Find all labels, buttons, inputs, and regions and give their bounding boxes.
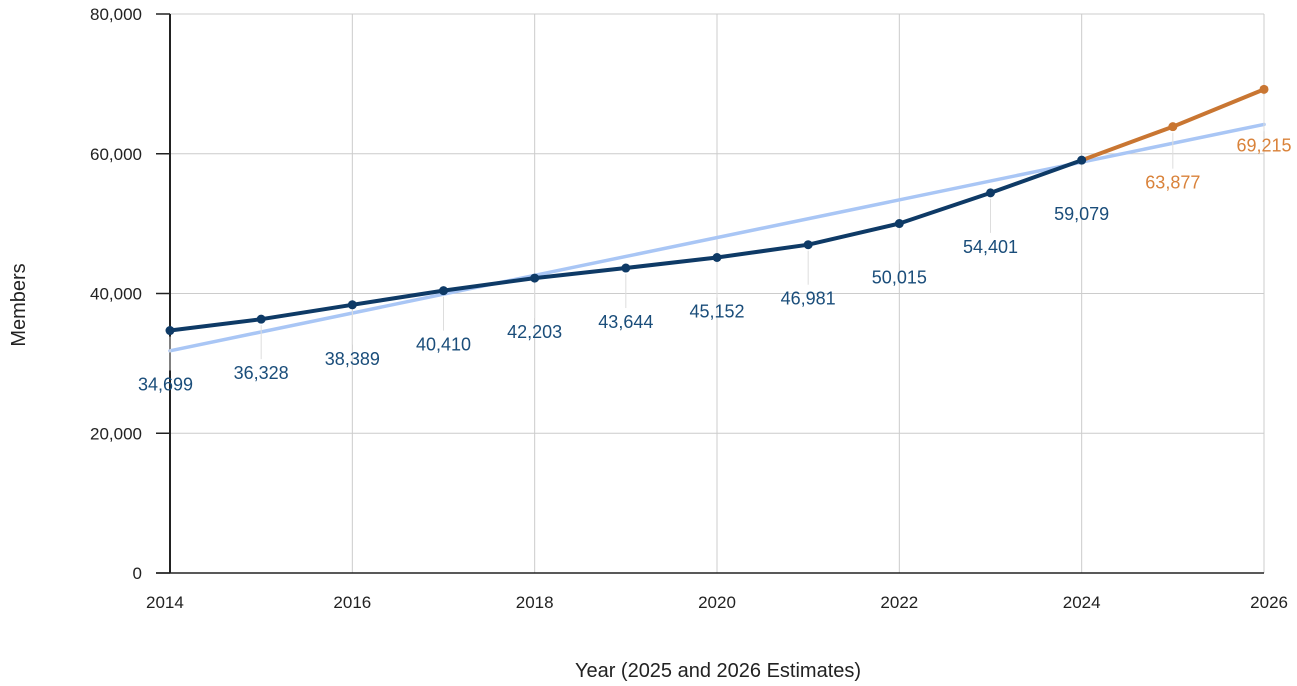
data-point: [256, 314, 266, 324]
data-label: 38,389: [325, 349, 380, 369]
series-layer: [165, 84, 1269, 336]
data-label: 43,644: [598, 312, 653, 332]
data-label: 45,152: [689, 302, 744, 322]
data-point: [1077, 155, 1087, 165]
data-point: [1168, 122, 1178, 132]
y-tick-label: 80,000: [90, 5, 142, 24]
data-label: 50,015: [872, 268, 927, 288]
data-point: [712, 253, 722, 263]
data-label: 54,401: [963, 237, 1018, 257]
data-label: 63,877: [1145, 173, 1200, 193]
y-tick-label: 60,000: [90, 145, 142, 164]
y-tick-label: 40,000: [90, 285, 142, 304]
x-tick-label: 2026: [1250, 593, 1288, 612]
data-point: [1259, 84, 1269, 94]
data-point: [439, 286, 448, 296]
data-point: [530, 273, 540, 283]
y-axis-title: Members: [8, 263, 30, 346]
x-axis-title: Year (2025 and 2026 Estimates): [575, 660, 861, 682]
data-label: 59,079: [1054, 204, 1109, 224]
y-tick-label: 20,000: [90, 424, 142, 443]
x-tick-label: 2014: [146, 593, 184, 612]
data-label: 46,981: [781, 289, 836, 309]
data-point: [986, 188, 995, 198]
x-tick-label: 2020: [698, 593, 736, 612]
x-tick-label: 2024: [1063, 593, 1101, 612]
data-point: [803, 240, 813, 250]
x-tick-label: 2018: [516, 593, 554, 612]
axes: 0 20,000 40,000 60,000 80,000 2014 2016 2018 202…: [90, 5, 1288, 612]
data-label: 34,699: [138, 375, 193, 395]
data-point: [347, 300, 357, 310]
data-point: [165, 326, 175, 336]
y-tick-label: 0: [133, 564, 142, 583]
x-tick-label: 2022: [880, 593, 918, 612]
data-label: 69,215: [1236, 135, 1291, 155]
data-point: [621, 263, 631, 273]
data-label: 40,410: [416, 335, 471, 355]
data-point: [894, 219, 904, 229]
data-label: 36,328: [234, 363, 289, 383]
x-tick-label: 2016: [333, 593, 371, 612]
data-labels: 34,699 36,328 38,389 40,410 42,203 43,644 45,1…: [138, 95, 1292, 395]
data-label: 42,203: [507, 322, 562, 342]
